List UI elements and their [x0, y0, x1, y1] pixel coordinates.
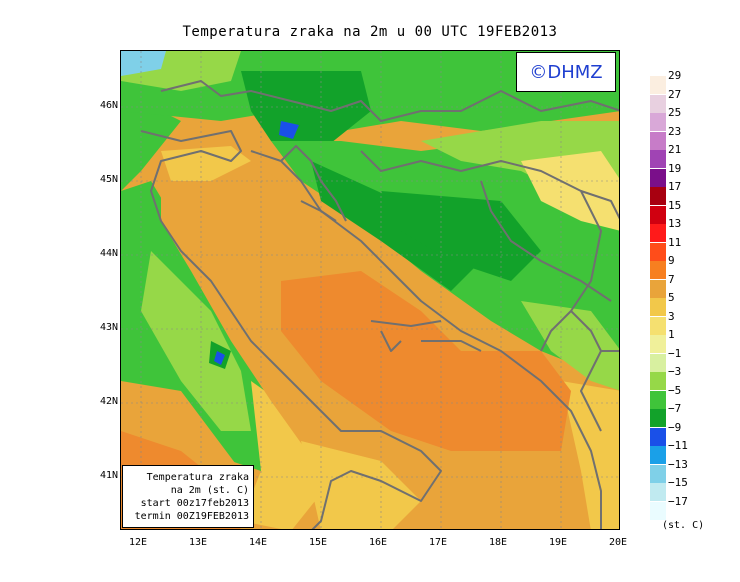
lat-label-46n: 46N [99, 100, 118, 111]
legend-tick-label: −11 [668, 439, 688, 452]
italy-south-yellow [241, 381, 331, 529]
legend-tick-label: 29 [668, 69, 682, 82]
legend-swatch [650, 150, 666, 168]
italy-highland [141, 251, 251, 431]
legend-swatch [650, 501, 666, 520]
slovenia-blue [279, 121, 299, 139]
alps-icy [121, 51, 166, 76]
lat-label-42n: 42N [99, 396, 118, 407]
legend-tick-label: 25 [668, 106, 682, 119]
legend-tick-label: −13 [668, 457, 688, 471]
italy-blue-spot [214, 351, 225, 365]
legend-swatch [650, 113, 666, 131]
legend-swatch [650, 242, 666, 261]
legend-tick-label: 3 [668, 309, 675, 323]
adriatic-coast-yellow [301, 441, 421, 529]
lon-label-13e: 13E [188, 537, 208, 548]
legend-swatch [650, 446, 666, 464]
legend-tick-label: 15 [668, 198, 682, 212]
legend-tick-label: 21 [668, 143, 682, 156]
lon-label-14e: 14E [248, 537, 268, 548]
legend-tick-label: 27 [668, 87, 682, 101]
legend-tick-label: −9 [668, 420, 682, 434]
map-title: Temperatura zraka na 2m u 00 UTC 19FEB20… [182, 24, 558, 40]
legend-swatch [650, 335, 666, 353]
legend-tick-label: 13 [668, 217, 682, 230]
adriatic-hot-center [281, 271, 571, 451]
legend-tick-label: 23 [668, 124, 682, 138]
legend-swatch [650, 409, 666, 427]
legend-tick-label: −7 [668, 402, 682, 415]
bosnia-yellow [521, 151, 619, 231]
lat-label-45n: 45N [99, 174, 118, 185]
legend-tick-label: −17 [668, 494, 688, 508]
legend-unit: (st. C) [662, 520, 705, 531]
info-line-2: na 2m (st. C) [170, 485, 249, 496]
coastlines [140, 80, 619, 529]
legend-tick-label: 17 [668, 180, 682, 193]
legend-swatch [650, 483, 666, 501]
lon-label-15e: 15E [308, 537, 328, 548]
lon-label-18e: 18E [488, 537, 508, 548]
serbia-dark [381, 191, 541, 281]
dhmz-logo: ©DHMZ [516, 52, 616, 92]
legend-tick-label: 9 [668, 254, 675, 267]
legend-swatch [650, 316, 666, 335]
legend-tick-label: 5 [668, 291, 675, 304]
legend-tick-label: −3 [668, 365, 682, 378]
lon-label-17e: 17E [428, 537, 448, 548]
legend-swatch [650, 76, 666, 94]
lat-label-44n: 44N [99, 248, 118, 259]
legend-tick-label: −15 [668, 476, 688, 489]
lon-label-12e: 12E [128, 537, 148, 548]
legend-tick-label: 1 [668, 328, 675, 341]
italy-land [121, 91, 181, 191]
legend-swatch [650, 261, 666, 279]
legend-swatch [650, 427, 666, 446]
temperature-map [120, 50, 620, 530]
montenegro-light [521, 301, 619, 391]
legend-tick-label: 11 [668, 235, 682, 249]
legend-tick-label: −5 [668, 383, 682, 397]
legend-tick-label: 19 [668, 161, 682, 175]
info-line-4: termin 00Z19FEB2013 [134, 511, 249, 522]
legend-swatch [650, 131, 666, 150]
legend-swatch [650, 94, 666, 113]
legend-swatch [650, 224, 666, 242]
legend-swatch [650, 353, 666, 372]
lon-label-16e: 16E [368, 537, 388, 548]
legend-swatch [650, 390, 666, 409]
lon-label-20e: 20E [608, 537, 628, 548]
legend-swatch [650, 372, 666, 390]
balkan-dark [311, 161, 481, 291]
info-box: Temperatura zraka na 2m (st. C) start 00… [122, 465, 254, 528]
legend-tick-label: −1 [668, 346, 682, 360]
legend-swatch [650, 187, 666, 205]
map-canvas [121, 51, 619, 529]
alps-dark [241, 71, 371, 151]
legend-swatch [650, 298, 666, 316]
legend-swatch [650, 168, 666, 187]
info-line-1: Temperatura zraka [146, 472, 249, 483]
legend-swatch [650, 205, 666, 224]
legend-swatch [650, 464, 666, 483]
lon-label-19e: 19E [548, 537, 568, 548]
info-line-3: start 00z17feb2013 [140, 498, 249, 509]
lat-label-41n: 41N [99, 470, 118, 481]
legend-swatch [650, 279, 666, 298]
legend-tick-label: 7 [668, 272, 675, 286]
lat-label-43n: 43N [99, 322, 118, 333]
